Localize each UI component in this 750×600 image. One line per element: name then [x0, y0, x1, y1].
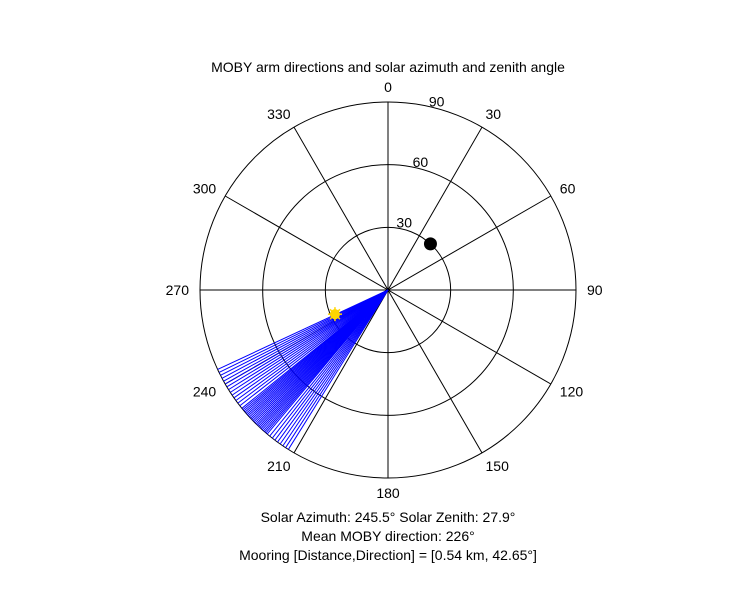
- arm-direction-line: [235, 289, 389, 401]
- angle-tick-label: 60: [560, 181, 576, 197]
- arm-direction-lines: [217, 289, 389, 450]
- chart-title: MOBY arm directions and solar azimuth an…: [211, 59, 565, 75]
- sun-marker-ray: [334, 308, 341, 315]
- sun-marker: [327, 307, 342, 322]
- radial-tick-label: 90: [429, 93, 445, 109]
- arm-direction-line: [226, 289, 389, 388]
- arm-direction-line: [271, 289, 389, 439]
- arm-direction-line: [231, 289, 389, 396]
- caption-mean-direction: Mean MOBY direction: 226°: [301, 528, 474, 544]
- angle-tick-label: 120: [560, 384, 584, 400]
- caption-solar: Solar Azimuth: 245.5° Solar Zenith: 27.9…: [261, 509, 516, 525]
- angle-tick-label: 270: [166, 282, 190, 298]
- angle-tick-label: 240: [193, 384, 217, 400]
- arm-direction-line: [279, 289, 389, 445]
- sun-marker-ray: [329, 308, 336, 315]
- mooring-marker: [423, 237, 437, 251]
- arm-direction-line: [274, 289, 389, 441]
- arm-direction-line: [217, 289, 389, 370]
- arm-direction-line: [223, 289, 389, 382]
- angle-tick-label: 180: [376, 485, 400, 501]
- arm-direction-line: [282, 289, 389, 447]
- angle-tick-label: 300: [193, 181, 217, 197]
- sun-marker-ray: [334, 313, 341, 320]
- arm-direction-line: [230, 289, 389, 393]
- arm-direction-line: [224, 289, 389, 385]
- arm-direction-line: [277, 289, 389, 443]
- radial-tick-label: 60: [413, 154, 429, 170]
- angle-tick-label: 0: [384, 79, 392, 95]
- sun-marker-ray: [329, 313, 336, 320]
- arm-direction-line: [241, 289, 389, 409]
- arm-direction-line: [287, 289, 389, 450]
- arm-direction-line: [220, 289, 389, 376]
- arm-direction-line: [228, 289, 389, 391]
- arm-direction-line: [221, 289, 389, 379]
- arm-direction-line: [269, 289, 389, 437]
- angle-tick-label: 210: [267, 458, 291, 474]
- arm-direction-line: [239, 289, 389, 407]
- caption-block: Solar Azimuth: 245.5° Solar Zenith: 27.9…: [239, 509, 537, 563]
- caption-mooring: Mooring [Distance,Direction] = [0.54 km,…: [239, 547, 537, 563]
- angle-tick-label: 330: [267, 106, 291, 122]
- radial-tick-label: 30: [396, 214, 412, 230]
- angle-tick-label: 30: [486, 106, 502, 122]
- arm-direction-line: [285, 289, 389, 448]
- arm-direction-line: [233, 289, 389, 399]
- arm-direction-line: [237, 289, 389, 404]
- arm-direction-line: [218, 289, 389, 373]
- angle-tick-label: 90: [587, 282, 603, 298]
- markers: [327, 237, 437, 322]
- tick-labels: 0 30 60 90 120 150 180 210 240 270 300 330 30 60 90: [166, 79, 603, 501]
- angle-tick-label: 150: [486, 458, 510, 474]
